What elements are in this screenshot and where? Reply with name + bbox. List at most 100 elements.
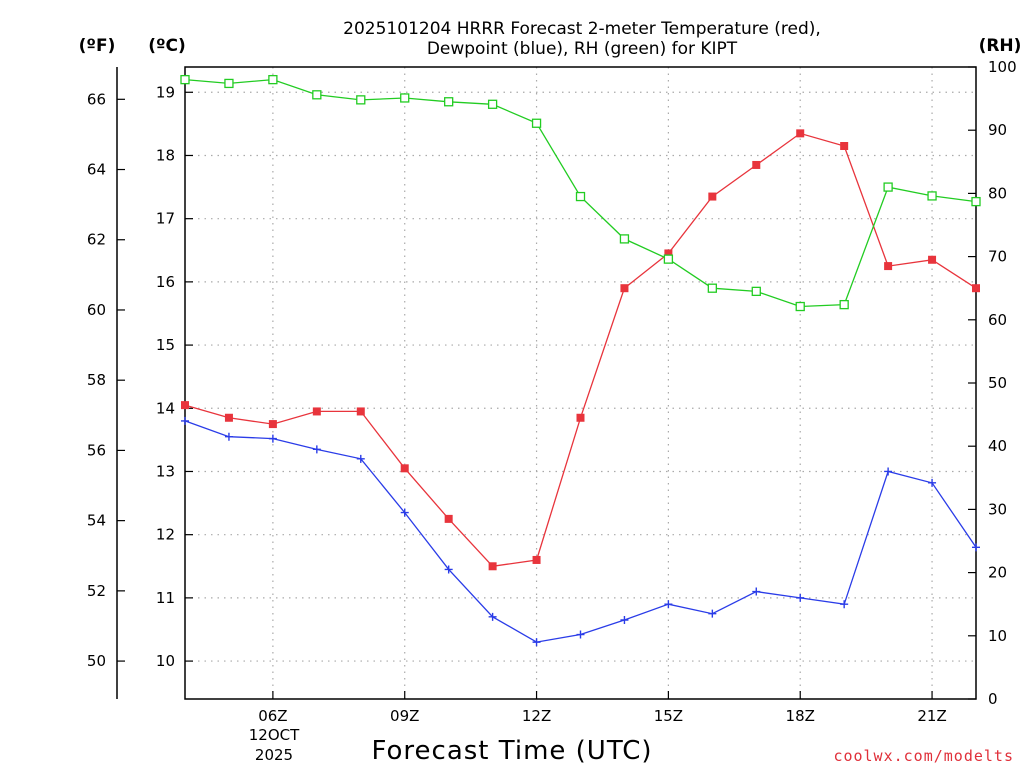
temperature-point: [664, 249, 673, 258]
rh-point: [751, 286, 761, 297]
temperature-point: [356, 407, 365, 416]
rh-point: [663, 254, 674, 264]
temperature-point: [620, 284, 629, 293]
gridlines: [185, 67, 976, 699]
temperature-point: [224, 413, 233, 422]
unit-label-rh: (RH): [979, 36, 1022, 56]
temperature-point: [181, 401, 189, 410]
fahrenheit-tick-label: 66: [87, 90, 106, 108]
rh-point: [575, 191, 586, 202]
fahrenheit-tick-label: 54: [87, 512, 106, 530]
rh-tick-label: 70: [988, 248, 1007, 266]
fahrenheit-tick-label: 56: [87, 441, 106, 459]
rh-series: [180, 74, 981, 312]
dewpoint-point: [400, 508, 409, 517]
celsius-tick-label: 14: [156, 399, 175, 417]
rh-tick-label: 90: [988, 121, 1007, 139]
dewpoint-point: [576, 630, 585, 639]
rh-point: [356, 95, 366, 105]
rh-tick-label: 20: [988, 564, 1007, 582]
rh-point: [487, 99, 498, 109]
temperature-point: [400, 464, 409, 473]
celsius-tick-label: 12: [156, 526, 175, 544]
temperature-point: [708, 192, 717, 201]
temperature-series: [181, 129, 980, 571]
date-label-year: 2025: [255, 746, 293, 764]
dewpoint-point: [181, 416, 189, 425]
x-tick-label: 12Z: [522, 707, 551, 725]
celsius-tick-label: 17: [156, 210, 175, 228]
temperature-point: [312, 407, 321, 416]
celsius-tick-label: 10: [156, 652, 175, 670]
temperature-point: [576, 413, 585, 422]
rh-point: [971, 196, 981, 207]
chart-title-line-1: 2025101204 HRRR Forecast 2-meter Tempera…: [343, 19, 821, 39]
temperature-point: [840, 142, 849, 150]
rh-point: [444, 97, 454, 107]
rh-point: [883, 182, 893, 192]
rh-point: [839, 299, 849, 310]
rh-point: [180, 74, 190, 85]
x-tick-label: 21Z: [917, 707, 946, 725]
rh-tick-label: 100: [988, 58, 1017, 76]
dewpoint-point: [884, 467, 893, 476]
fahrenheit-tick-label: 60: [87, 301, 106, 319]
dewpoint-point: [312, 445, 321, 454]
temperature-point: [444, 514, 453, 523]
fahrenheit-tick-label: 62: [87, 231, 106, 249]
dewpoint-point: [268, 434, 277, 443]
rh-point: [795, 301, 805, 312]
celsius-axis-ticks: 10 11 12 13 14 15 16 17 18 19: [156, 83, 193, 670]
chart-title-line-2: Dewpoint (blue), RH (green) for KIPT: [427, 39, 738, 59]
rh-tick-label: 60: [988, 311, 1007, 329]
rh-tick-label: 50: [988, 374, 1007, 392]
rh-point: [927, 191, 937, 201]
temperature-point: [972, 284, 980, 293]
dewpoint-point: [620, 616, 629, 624]
rh-point: [224, 78, 234, 89]
rh-point: [312, 90, 322, 100]
unit-label-celsius: (ºC): [148, 36, 186, 56]
credit-text: coolwx.com/modelts: [833, 747, 1014, 765]
celsius-tick-label: 16: [156, 273, 175, 291]
temperature-point: [928, 255, 937, 264]
celsius-tick-label: 13: [156, 462, 175, 480]
rh-point: [268, 74, 278, 85]
unit-label-fahrenheit: (ºF): [79, 36, 116, 56]
temperature-point: [488, 562, 497, 571]
dewpoint-point: [224, 432, 233, 441]
rh-point: [531, 118, 542, 128]
temperature-point: [268, 420, 277, 429]
x-tick-label: 06Z: [258, 707, 287, 725]
dewpoint-point: [532, 638, 541, 647]
date-label-day: 12OCT: [249, 726, 300, 744]
series-layer: [180, 74, 981, 647]
rh-tick-label: 80: [988, 184, 1007, 202]
rh-tick-label: 10: [988, 627, 1007, 645]
dewpoint-point: [488, 612, 497, 621]
rh-tick-label: 0: [988, 690, 998, 708]
celsius-tick-label: 15: [156, 336, 175, 354]
celsius-tick-label: 11: [156, 589, 175, 607]
celsius-tick-label: 18: [156, 146, 175, 164]
dewpoint-point: [928, 478, 937, 487]
rh-point: [400, 93, 410, 103]
dewpoint-point: [444, 565, 453, 574]
rh-axis-ticks: 0 10 20 30 40 50 60 70 80 90 100: [968, 58, 1017, 708]
rh-tick-label: 30: [988, 500, 1007, 518]
dewpoint-point: [840, 600, 849, 609]
fahrenheit-axis-ticks: 50 52 54 56 58 60 62 64 66: [87, 90, 125, 670]
x-tick-label: 18Z: [786, 707, 815, 725]
x-tick-label: 09Z: [390, 707, 419, 725]
plot-frame: [184, 66, 977, 700]
dewpoint-point: [708, 609, 717, 618]
dewpoint-series: [181, 416, 980, 647]
x-axis-title: Forecast Time (UTC): [371, 736, 652, 766]
celsius-tick-label: 19: [156, 83, 175, 101]
x-axis-ticks: 06Z 09Z 12Z 15Z 18Z 21Z: [258, 691, 947, 725]
dewpoint-point: [356, 454, 365, 463]
fahrenheit-tick-label: 52: [87, 582, 106, 600]
fahrenheit-tick-label: 58: [87, 371, 106, 389]
fahrenheit-tick-label: 50: [87, 652, 106, 670]
